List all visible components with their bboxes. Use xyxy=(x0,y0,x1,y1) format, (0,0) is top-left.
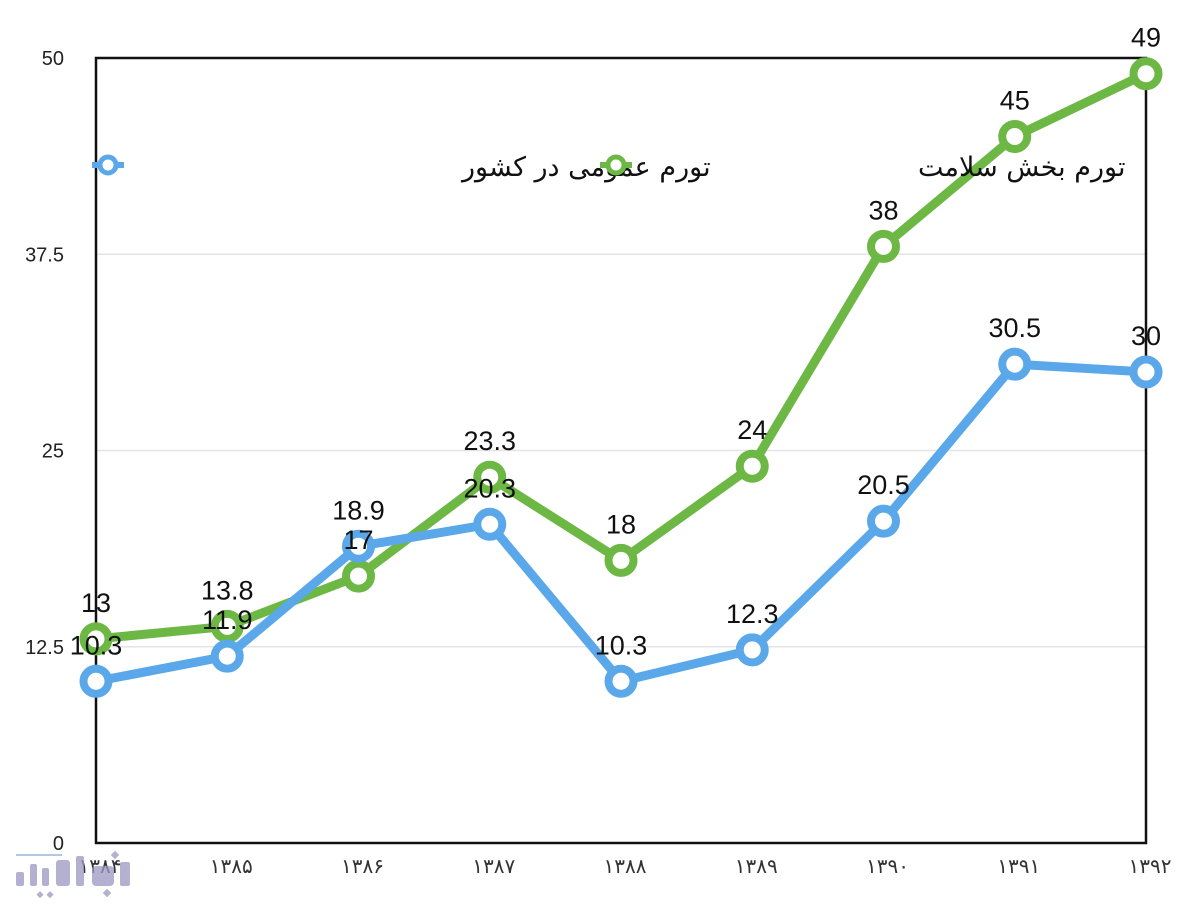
data-point-marker[interactable] xyxy=(867,229,900,263)
data-point-marker[interactable] xyxy=(604,664,638,698)
series-lines xyxy=(79,57,1163,698)
data-value-label: 12.3 xyxy=(726,599,779,629)
legend-marker-icon-health xyxy=(605,154,627,176)
data-value-label: 10.3 xyxy=(70,630,123,660)
y-tick-label: 12.5 xyxy=(25,637,64,659)
x-tick-label: ۱۳۹۰ xyxy=(866,854,909,878)
series-general-inflation xyxy=(79,347,1163,698)
data-value-label: 30.5 xyxy=(988,313,1041,343)
data-point-marker[interactable] xyxy=(79,664,113,698)
data-value-label: 17 xyxy=(343,525,373,555)
data-value-label: 20.3 xyxy=(463,473,516,503)
data-value-label: 18 xyxy=(606,509,636,539)
watermark-logo-icon xyxy=(16,850,130,899)
data-value-label: 11.9 xyxy=(202,605,253,635)
data-point-marker[interactable] xyxy=(210,609,244,643)
data-point-marker[interactable] xyxy=(867,504,900,538)
y-axis-ticks: 0 12.5 25 37.5 50 xyxy=(25,48,64,855)
data-value-label: 49 xyxy=(1131,23,1161,53)
data-value-label: 18.9 xyxy=(332,495,385,525)
data-point-marker[interactable] xyxy=(342,559,375,593)
data-value-label: 20.5 xyxy=(857,470,910,500)
legend-label-health: تورم بخش سلامت xyxy=(918,152,1125,183)
x-tick-label: ۱۳۹۱ xyxy=(997,854,1040,878)
data-value-label: 30 xyxy=(1131,321,1161,351)
data-value-label: 13 xyxy=(81,588,111,618)
y-tick-label: 50 xyxy=(42,48,64,70)
x-tick-label: ۱۳۸۵ xyxy=(210,854,253,878)
data-value-label: 45 xyxy=(1000,86,1030,116)
legend: تورم عمومی در کشور تورم بخش سلامت xyxy=(92,152,1125,183)
y-tick-label: 25 xyxy=(42,441,64,463)
data-labels: 13 13.8 17 23.3 18 24 38 45 49 10.3 11.9 18.9 20.3 10… xyxy=(70,23,1161,661)
data-point-marker[interactable] xyxy=(473,507,507,541)
data-point-marker[interactable] xyxy=(998,347,1032,381)
y-tick-label: 0 xyxy=(53,833,64,855)
data-point-marker[interactable] xyxy=(473,460,507,494)
x-tick-label: ۱۳۹۲ xyxy=(1129,854,1172,878)
data-value-label: 13.8 xyxy=(201,575,254,605)
data-value-label: 24 xyxy=(737,415,767,445)
x-tick-label: ۱۳۸۷ xyxy=(472,854,515,878)
legend-label-general: تورم عمومی در کشور xyxy=(460,152,711,183)
data-point-marker[interactable] xyxy=(735,633,769,667)
x-tick-label: ۱۳۸۶ xyxy=(341,854,384,878)
data-value-label: 10.3 xyxy=(595,630,648,660)
data-point-marker[interactable] xyxy=(342,529,375,563)
data-point-marker[interactable] xyxy=(735,449,769,483)
series-health-inflation xyxy=(79,57,1163,656)
grid-lines xyxy=(96,253,1146,648)
data-value-label: 23.3 xyxy=(463,426,516,456)
data-point-marker[interactable] xyxy=(1129,57,1163,91)
x-axis-ticks: ۱۳۸۴۱۳۸۵۱۳۸۶۱۳۸۷۱۳۸۸۱۳۸۹۱۳۹۰۱۳۹۱۱۳۹۲ xyxy=(79,854,1172,878)
data-point-marker[interactable] xyxy=(604,543,638,577)
data-point-marker[interactable] xyxy=(79,622,113,656)
x-tick-label: ۱۳۸۹ xyxy=(735,854,778,878)
y-tick-label: 37.5 xyxy=(25,244,64,266)
x-tick-label: ۱۳۸۸ xyxy=(604,854,647,878)
legend-item-health[interactable]: تورم بخش سلامت xyxy=(600,152,1125,183)
plot-frame xyxy=(94,56,1148,845)
legend-marker-icon-general xyxy=(97,154,119,176)
legend-item-general[interactable]: تورم عمومی در کشور xyxy=(92,152,711,183)
data-point-marker[interactable] xyxy=(1129,355,1163,389)
data-value-label: 38 xyxy=(868,195,898,225)
data-point-marker[interactable] xyxy=(998,120,1032,153)
data-point-marker[interactable] xyxy=(210,639,244,673)
